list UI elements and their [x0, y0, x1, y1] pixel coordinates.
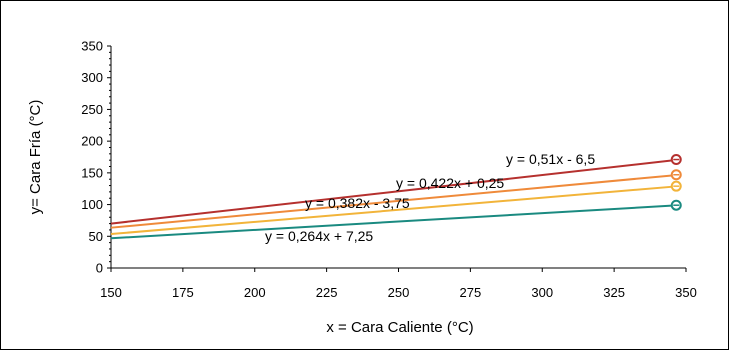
equation-label-4: y = 0,264x + 7,25	[265, 228, 373, 244]
x-tick-label: 325	[603, 285, 625, 300]
series-line-3	[110, 185, 681, 236]
equation-label-2: y = 0,422x + 0,25	[396, 175, 504, 191]
series-line-1	[110, 158, 681, 225]
y-tick-label: 150	[81, 165, 103, 180]
y-tick-label: 250	[81, 102, 103, 117]
series-lines	[110, 158, 681, 240]
y-tick-label: 200	[81, 134, 103, 149]
x-axis-title: x = Cara Caliente (°C)	[326, 319, 473, 336]
equation-label-3: y = 0,382x - 3,75	[305, 195, 410, 211]
x-tick-label: 175	[172, 285, 194, 300]
x-tick-label: 200	[244, 285, 266, 300]
x-tick-label: 350	[675, 285, 697, 300]
axes: 0 50 100 150 200 250 300 350 150 175 200 225 250 275 3…	[81, 39, 697, 301]
x-tick-label: 225	[316, 285, 338, 300]
x-tick-label: 250	[388, 285, 410, 300]
y-tick-label: 0	[96, 261, 103, 276]
equation-labels: y = 0,51x - 6,5y = 0,422x + 0,25 y = 0,38…	[265, 151, 595, 244]
series-line-2	[110, 173, 681, 229]
x-tick-label: 300	[531, 285, 553, 300]
x-tick-label: 275	[460, 285, 482, 300]
y-tick-label: 300	[81, 70, 103, 85]
y-axis-title: y= Cara Fría (°C)	[27, 100, 44, 215]
series-line-4	[110, 204, 681, 240]
equation-label-1: y = 0,51x - 6,5	[506, 151, 595, 167]
series-markers	[670, 154, 682, 211]
x-tick-label: 150	[100, 285, 122, 300]
y-tick-label: 350	[81, 39, 103, 54]
y-tick-label: 50	[89, 229, 103, 244]
y-tick-label: 100	[81, 197, 103, 212]
